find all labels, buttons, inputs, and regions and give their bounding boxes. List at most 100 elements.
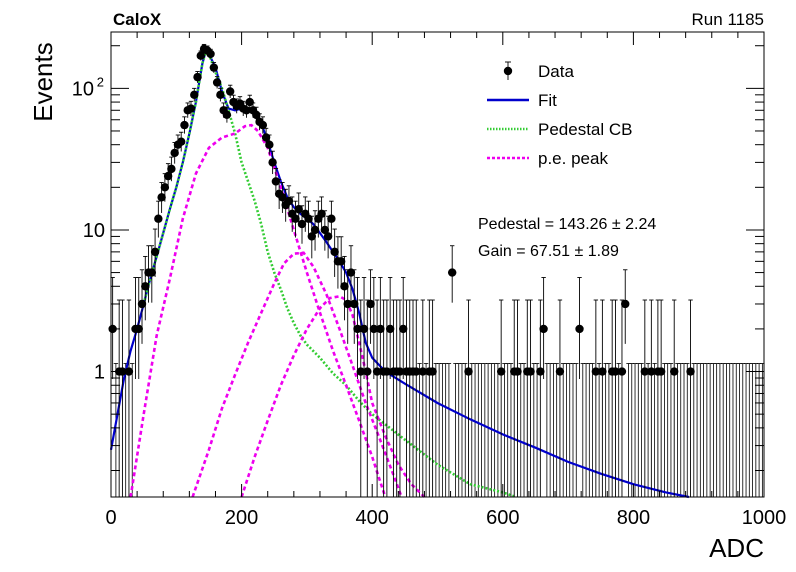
x-tick-label: 600 xyxy=(486,507,519,529)
data-point xyxy=(359,324,369,334)
data-point xyxy=(167,164,176,174)
series-p-e-peak-2 xyxy=(191,251,403,498)
series-p-e-peak-3 xyxy=(240,294,426,498)
data-point xyxy=(242,106,251,115)
data-point xyxy=(134,324,143,334)
data-point xyxy=(190,90,199,100)
data-point xyxy=(526,367,535,376)
data-point xyxy=(372,367,382,376)
data-point xyxy=(196,51,205,60)
data-point xyxy=(340,282,349,291)
data-point xyxy=(670,367,679,376)
data-point xyxy=(346,268,356,277)
plot-frame xyxy=(110,31,765,498)
data-point xyxy=(327,214,336,223)
data-point xyxy=(591,367,601,376)
data-point xyxy=(150,247,160,257)
y-tick-label: 10 xyxy=(72,78,94,100)
data-point xyxy=(137,299,147,309)
y-tick-exponent: 2 xyxy=(97,74,104,89)
data-point xyxy=(647,367,656,376)
data-point xyxy=(598,367,607,376)
data-point xyxy=(186,104,196,113)
data-point xyxy=(395,367,405,376)
data-point xyxy=(216,90,225,100)
data-point xyxy=(245,97,254,107)
x-axis-label: ADC xyxy=(709,533,764,563)
data-point xyxy=(412,367,421,376)
data-point xyxy=(555,367,565,376)
data-point xyxy=(212,78,222,87)
data-point xyxy=(147,268,157,277)
x-tick-label: 400 xyxy=(356,507,389,529)
data-point xyxy=(307,232,316,241)
legend-label-fit: Fit xyxy=(538,91,557,110)
data-point xyxy=(363,367,372,376)
data-point xyxy=(170,148,179,158)
data-point xyxy=(222,110,232,120)
data-point xyxy=(294,205,303,214)
data-point xyxy=(350,299,359,309)
data-point xyxy=(163,171,173,181)
data-point xyxy=(621,299,630,309)
data-point xyxy=(428,367,437,376)
data-point xyxy=(157,193,166,202)
x-tick-label: 800 xyxy=(617,507,650,529)
data-point xyxy=(320,225,330,235)
data-point xyxy=(376,324,385,334)
data-point xyxy=(513,367,522,376)
data-point xyxy=(154,214,163,223)
data-point xyxy=(225,87,235,96)
data-point xyxy=(160,183,170,192)
series-pedestal-cb xyxy=(142,49,517,499)
data-point xyxy=(539,324,548,334)
data-point xyxy=(180,120,189,130)
x-tick-label: 200 xyxy=(225,507,258,529)
data-point xyxy=(356,367,365,376)
legend: Data Fit Pedestal CB p.e. peak xyxy=(487,61,633,168)
data-point xyxy=(193,72,202,82)
data-point xyxy=(330,247,339,257)
data-point xyxy=(209,63,219,72)
data-point xyxy=(536,367,545,376)
data-point xyxy=(336,257,346,266)
data-point xyxy=(176,137,186,146)
legend-label-p-e-peak: p.e. peak xyxy=(538,149,608,168)
data-point xyxy=(366,299,375,309)
data-point xyxy=(617,367,627,376)
legend-marker-data xyxy=(503,66,513,76)
series-p-e-peak-1 xyxy=(129,123,387,498)
data-point xyxy=(268,158,277,167)
gain-result: Gain = 67.51 ± 1.89 xyxy=(478,243,619,260)
data-point xyxy=(385,324,395,334)
data-point xyxy=(575,324,584,334)
data-point xyxy=(382,367,392,376)
data-point xyxy=(252,110,261,120)
data-point xyxy=(291,214,300,223)
y-tick-label: 1 xyxy=(94,362,105,384)
data-point xyxy=(418,367,428,376)
run-label: Run 1185 xyxy=(692,10,764,29)
data-point xyxy=(323,232,333,241)
data-point xyxy=(496,367,506,376)
x-tick-label: 0 xyxy=(105,507,116,529)
data-point xyxy=(310,225,320,235)
y-tick-label: 10 xyxy=(83,220,105,242)
data-point xyxy=(317,209,326,219)
x-tick-label: 1000 xyxy=(742,507,787,529)
data-point xyxy=(258,120,268,130)
experiment-label: CaloX xyxy=(113,10,162,29)
data-point xyxy=(447,268,457,277)
data-point xyxy=(278,193,287,202)
data-point xyxy=(399,324,408,334)
data-point xyxy=(464,367,473,376)
legend-label-pedestal-cb: Pedestal CB xyxy=(538,120,633,139)
y-axis-label: Events xyxy=(28,42,58,122)
data-point xyxy=(656,367,666,376)
data-point xyxy=(353,324,362,334)
error-band-layer xyxy=(113,363,765,497)
data-point xyxy=(611,367,620,376)
